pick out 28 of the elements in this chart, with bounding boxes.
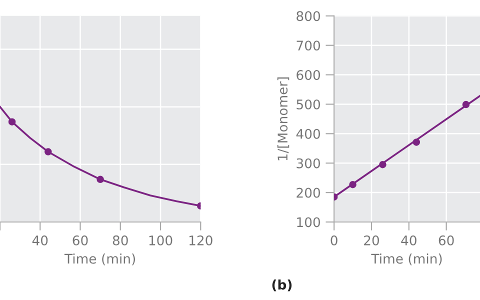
x-tick-label: 60 <box>72 235 88 246</box>
x-tick-label: 60 <box>438 235 454 246</box>
y-tick-label: 600 <box>296 70 320 80</box>
point <box>379 160 386 168</box>
y-tick-label: 300 <box>296 158 320 168</box>
x-tick-label: 80 <box>112 235 128 246</box>
point <box>462 100 470 108</box>
x-axis-title: Time (min) <box>64 254 136 266</box>
point <box>96 176 104 184</box>
y-tick-label: 500 <box>296 99 320 110</box>
x-tick-label: 40 <box>32 235 48 246</box>
x-tick-label: 100 <box>149 235 172 246</box>
x-tick-label: 0 <box>330 235 338 246</box>
point <box>8 118 16 126</box>
y-axis-title: 1/[Monomer] <box>277 77 290 160</box>
x-tick-label: 40 <box>401 235 416 246</box>
y-tick-label: 200 <box>296 188 320 198</box>
y-tick-label: 400 <box>296 128 320 139</box>
x-tick-label: 120 <box>189 235 212 246</box>
x-axis-title: Time (min) <box>371 254 442 266</box>
y-tick-label: 100 <box>297 217 320 228</box>
x-tick-label: 20 <box>364 235 380 246</box>
point <box>412 138 420 146</box>
point <box>349 180 356 188</box>
point <box>44 148 52 156</box>
y-tick-label: 700 <box>296 40 320 51</box>
y-tick-label: 800 <box>296 11 320 22</box>
text: (b) <box>272 279 292 292</box>
